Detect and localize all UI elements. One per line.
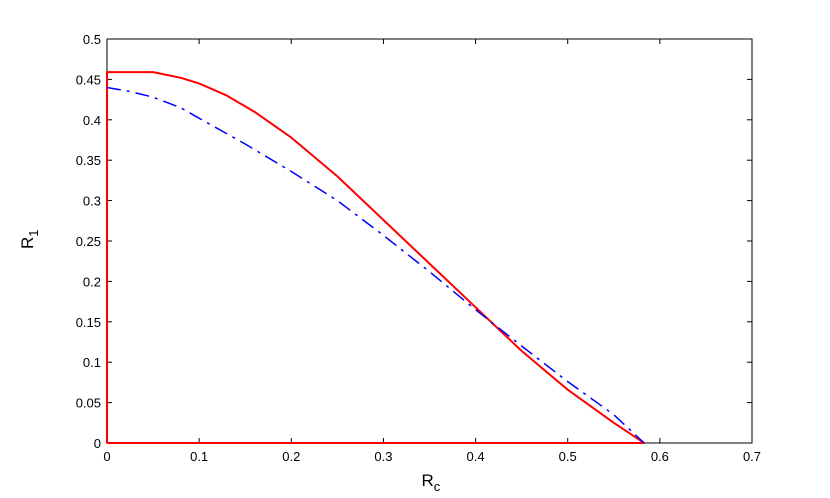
y-tick-label: 0.5	[83, 32, 101, 47]
x-axis-label: Rc	[422, 471, 441, 494]
x-axis-label-main: R	[422, 471, 434, 490]
y-axis-label-sub: 1	[26, 229, 41, 236]
y-tick-label: 0.2	[83, 274, 101, 289]
x-tick-label: 0.4	[467, 449, 485, 464]
x-tick-label: 0	[103, 449, 110, 464]
series-layer	[106, 71, 646, 444]
x-tick-label: 0.5	[559, 449, 577, 464]
x-tick-label: 0.2	[282, 449, 300, 464]
y-tick-label: 0.35	[76, 153, 101, 168]
y-tick-label: 0.25	[76, 234, 101, 249]
y-tick-label: 0.4	[83, 113, 101, 128]
x-tick-label: 0.6	[651, 449, 669, 464]
x-tick-label: 0.7	[743, 449, 761, 464]
series-solid-red	[106, 71, 646, 444]
y-tick-label: 0	[94, 436, 101, 451]
axis-ticks: 0 0.1 0.2 0.3 0.4 0.5 0.6 0.7 0 0.05 0.1 0.15 0.2 0.2…	[76, 32, 761, 464]
y-tick-label: 0.45	[76, 72, 101, 87]
y-tick-label: 0.1	[83, 355, 101, 370]
y-axis-label-main: R	[18, 237, 37, 249]
plot-area	[106, 38, 753, 444]
x-axis-label-sub: c	[434, 479, 441, 494]
series-dashdot-blue	[106, 86, 645, 444]
x-tick-label: 0.3	[374, 449, 392, 464]
y-tick-label: 0.15	[76, 315, 101, 330]
x-tick-label: 0.1	[190, 449, 208, 464]
y-tick-label: 0.05	[76, 396, 101, 411]
y-tick-label: 0.3	[83, 194, 101, 209]
y-axis-label: R1	[18, 229, 41, 249]
